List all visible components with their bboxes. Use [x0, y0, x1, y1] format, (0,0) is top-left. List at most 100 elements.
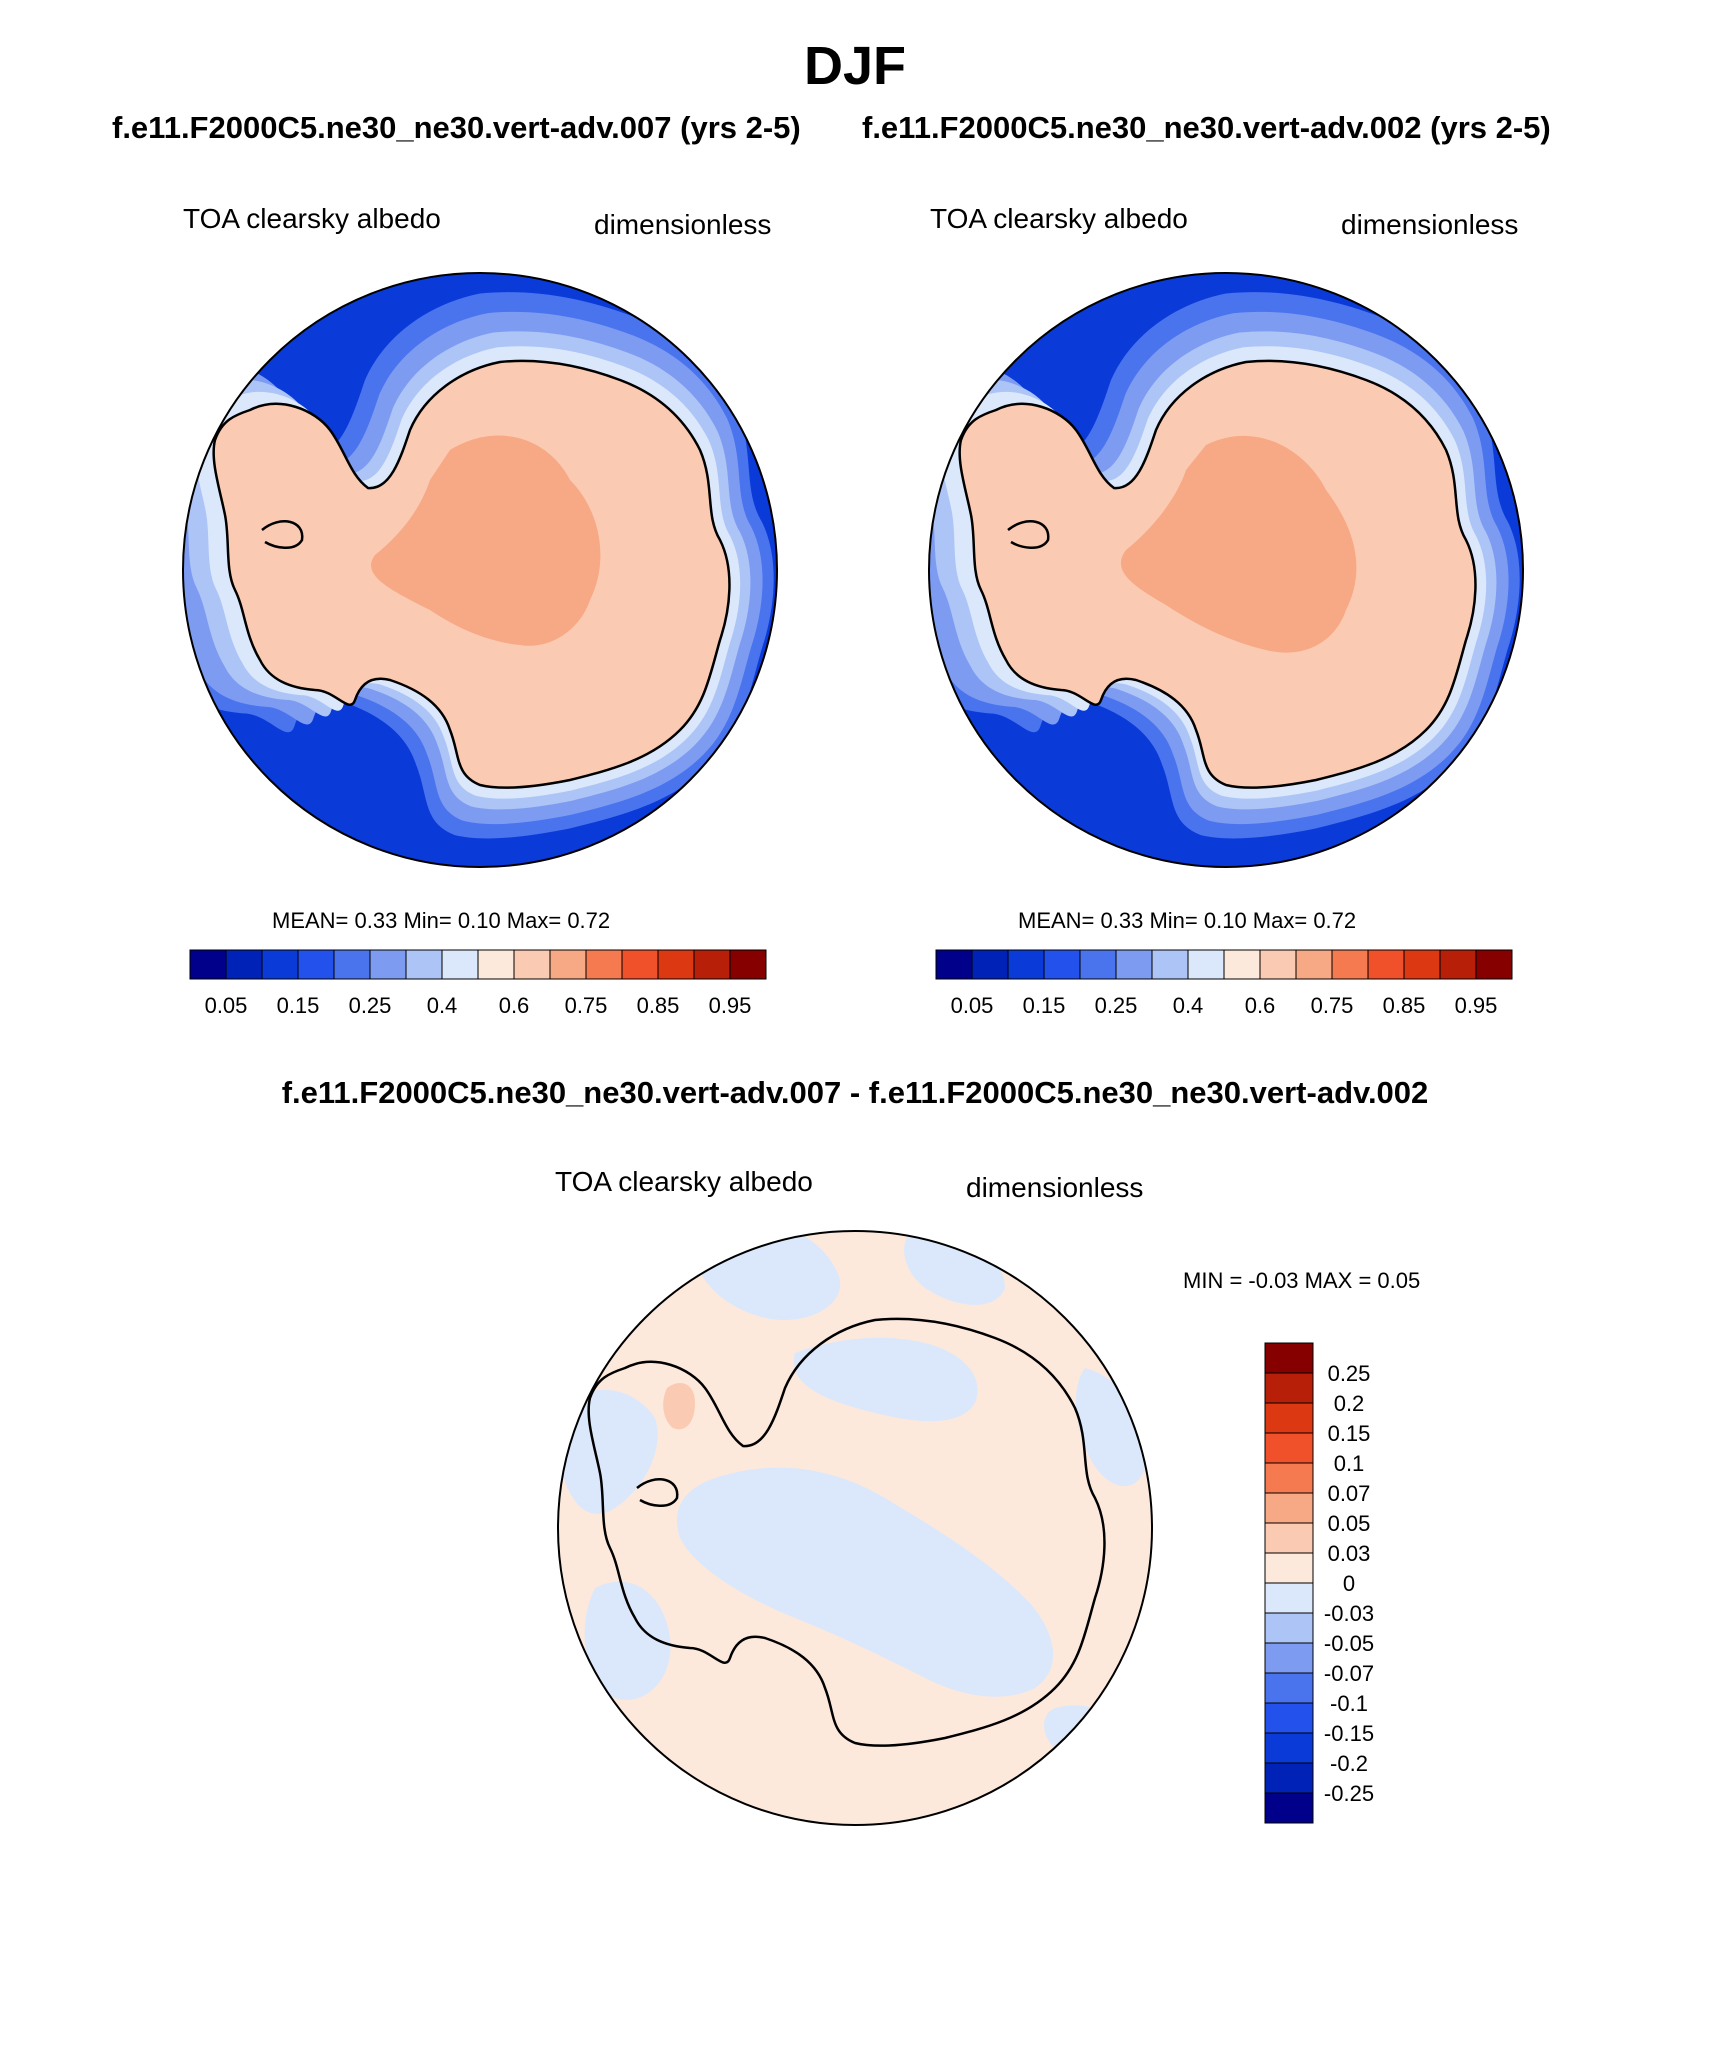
colorbar1-swatch: [405, 949, 443, 980]
case-test-title: f.e11.F2000C5.ne30_ne30.vert-adv.007 (yr…: [112, 110, 801, 145]
colorbar1-swatch: [189, 949, 227, 980]
colorbar2-tick-label: 0.4: [1173, 993, 1204, 1018]
colorbar3-swatch: [1264, 1582, 1314, 1614]
colorbar2-swatch: [1439, 949, 1477, 980]
colorbar2-swatch: [1403, 949, 1441, 980]
panel2-map: [929, 273, 1523, 867]
panel1-variable: TOA clearsky albedo: [183, 203, 441, 234]
colorbar3-tick-label: -0.1: [1330, 1691, 1368, 1716]
colorbar-panel1: 0.05 0.15 0.25 0.4 0.6 0.75 0.85 0.95: [189, 949, 767, 1018]
panel1-map: [183, 273, 777, 867]
colorbar1-swatch: [585, 949, 623, 980]
colorbar1-swatch: [369, 949, 407, 980]
panel3-map: [558, 1231, 1152, 1825]
colorbar1-tick-label: 0.6: [499, 993, 530, 1018]
colorbar3-swatch: [1264, 1462, 1314, 1494]
colorbar1-swatch: [441, 949, 479, 980]
colorbar3-tick-label: 0.25: [1328, 1361, 1371, 1386]
colorbar2-tick-label: 0.85: [1383, 993, 1426, 1018]
colorbar1-swatch: [225, 949, 263, 980]
colorbar-panel2: 0.05 0.15 0.25 0.4 0.6 0.75 0.85 0.95: [935, 949, 1513, 1018]
panel3-units: dimensionless: [966, 1172, 1144, 1203]
colorbar3-swatch: [1264, 1522, 1314, 1554]
panel2-variable: TOA clearsky albedo: [930, 203, 1188, 234]
panel3-border: [557, 1230, 1153, 1826]
colorbar1-tick-label: 0.75: [565, 993, 608, 1018]
colorbar1-swatch: [513, 949, 551, 980]
colorbar2-swatch: [1475, 949, 1513, 980]
colorbar1-swatch: [477, 949, 515, 980]
panel2-units: dimensionless: [1341, 209, 1519, 240]
colorbar3-tick-label: 0: [1343, 1571, 1355, 1596]
colorbar3-swatch: [1264, 1642, 1314, 1674]
colorbar2-swatch: [1043, 949, 1081, 980]
panel2-stats: MEAN= 0.33 Min= 0.10 Max= 0.72: [1018, 908, 1357, 933]
colorbar3-tick-label: 0.07: [1328, 1481, 1371, 1506]
colorbar1-swatch: [261, 949, 299, 980]
colorbar3-swatch: [1264, 1552, 1314, 1584]
colorbar2-swatch: [935, 949, 973, 980]
colorbar1-swatch: [297, 949, 335, 980]
colorbar2-tick-label: 0.95: [1455, 993, 1498, 1018]
colorbar3-swatch: [1264, 1492, 1314, 1524]
colorbar2-swatch: [1295, 949, 1333, 980]
colorbar2-swatch: [1331, 949, 1369, 980]
panel1-stats: MEAN= 0.33 Min= 0.10 Max= 0.72: [272, 908, 611, 933]
colorbar2-swatch: [1007, 949, 1045, 980]
colorbar2-swatch: [1115, 949, 1153, 980]
colorbar3-swatch: [1264, 1432, 1314, 1464]
panel2-border: [928, 272, 1524, 868]
colorbar1-swatch: [549, 949, 587, 980]
colorbar1-swatch: [729, 949, 767, 980]
colorbar1-tick-label: 0.85: [637, 993, 680, 1018]
colorbar2-tick-label: 0.15: [1023, 993, 1066, 1018]
colorbar3-swatch: [1264, 1672, 1314, 1704]
colorbar2-swatch: [1187, 949, 1225, 980]
colorbar3-swatch: [1264, 1402, 1314, 1434]
colorbar1-swatch: [693, 949, 731, 980]
colorbar3-tick-label: 0.05: [1328, 1511, 1371, 1536]
colorbar3-tick-label: 0.2: [1334, 1391, 1365, 1416]
colorbar2-tick-label: 0.75: [1311, 993, 1354, 1018]
colorbar1-swatch: [657, 949, 695, 980]
colorbar3-swatch: [1264, 1732, 1314, 1764]
colorbar3-tick-label: 0.03: [1328, 1541, 1371, 1566]
colorbar3-swatch: [1264, 1612, 1314, 1644]
colorbar3-tick-label: -0.25: [1324, 1781, 1374, 1806]
colorbar3-tick-label: -0.07: [1324, 1661, 1374, 1686]
panel1-units: dimensionless: [594, 209, 772, 240]
colorbar3-swatch: [1264, 1792, 1314, 1824]
colorbar2-swatch: [1259, 949, 1297, 980]
colorbar3-tick-label: 0.1: [1334, 1451, 1365, 1476]
colorbar2-tick-label: 0.6: [1245, 993, 1276, 1018]
colorbar3-swatch: [1264, 1342, 1314, 1374]
colorbar3-tick-label: -0.05: [1324, 1631, 1374, 1656]
colorbar1-tick-label: 0.15: [277, 993, 320, 1018]
colorbar2-swatch: [1367, 949, 1405, 980]
case-ctrl-title: f.e11.F2000C5.ne30_ne30.vert-adv.002 (yr…: [862, 110, 1551, 145]
colorbar1-swatch: [621, 949, 659, 980]
colorbar3-swatch: [1264, 1372, 1314, 1404]
colorbar2-swatch: [1079, 949, 1117, 980]
panel1-border: [182, 272, 778, 868]
panel3-variable: TOA clearsky albedo: [555, 1166, 813, 1197]
panel3-stats: MIN = -0.03 MAX = 0.05: [1183, 1268, 1421, 1293]
colorbar1-tick-label: 0.05: [205, 993, 248, 1018]
colorbar3-swatch: [1264, 1702, 1314, 1734]
colorbar2-swatch: [1223, 949, 1261, 980]
colorbar2-tick-label: 0.25: [1095, 993, 1138, 1018]
diff-title: f.e11.F2000C5.ne30_ne30.vert-adv.007 - f…: [281, 1075, 1429, 1110]
colorbar3-tick-label: -0.15: [1324, 1721, 1374, 1746]
colorbar-panel3: 0.25 0.2 0.15 0.1 0.07 0.05 0.03 0 -0.03 -0.05 -0.…: [1264, 1342, 1374, 1824]
colorbar2-swatch: [971, 949, 1009, 980]
colorbar3-tick-label: 0.15: [1328, 1421, 1371, 1446]
colorbar1-tick-label: 0.25: [349, 993, 392, 1018]
colorbar2-tick-label: 0.05: [951, 993, 994, 1018]
colorbar3-tick-label: -0.2: [1330, 1751, 1368, 1776]
page-title: DJF: [803, 36, 906, 96]
colorbar3-tick-label: -0.03: [1324, 1601, 1374, 1626]
colorbar1-tick-label: 0.95: [709, 993, 752, 1018]
colorbar1-swatch: [333, 949, 371, 980]
colorbar1-tick-label: 0.4: [427, 993, 458, 1018]
